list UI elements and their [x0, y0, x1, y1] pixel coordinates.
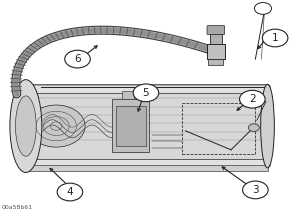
- FancyArrowPatch shape: [258, 40, 265, 49]
- Bar: [116, 106, 146, 146]
- Bar: [210, 34, 222, 44]
- Text: 5: 5: [143, 88, 149, 98]
- Circle shape: [254, 3, 271, 14]
- Text: 00a58b61: 00a58b61: [2, 205, 33, 210]
- Ellipse shape: [261, 84, 274, 168]
- Circle shape: [243, 181, 268, 199]
- Ellipse shape: [10, 80, 42, 173]
- Text: 3: 3: [252, 185, 259, 195]
- Bar: [24, 165, 268, 171]
- Circle shape: [262, 29, 288, 47]
- Text: 6: 6: [74, 54, 81, 64]
- Circle shape: [57, 183, 83, 201]
- Ellipse shape: [16, 96, 36, 156]
- FancyBboxPatch shape: [207, 26, 225, 35]
- FancyArrowPatch shape: [50, 168, 68, 185]
- Bar: [112, 99, 149, 152]
- Text: 1: 1: [272, 33, 278, 43]
- Text: 2: 2: [249, 94, 256, 104]
- Bar: [208, 59, 223, 65]
- Bar: [207, 44, 225, 59]
- Bar: [122, 91, 134, 99]
- FancyArrowPatch shape: [138, 100, 142, 111]
- FancyArrowPatch shape: [237, 104, 244, 110]
- Bar: [182, 103, 255, 154]
- FancyArrowPatch shape: [86, 46, 97, 55]
- Circle shape: [248, 124, 259, 131]
- Bar: [35, 93, 263, 159]
- FancyArrowPatch shape: [222, 167, 247, 184]
- Ellipse shape: [27, 105, 85, 147]
- Circle shape: [240, 90, 265, 108]
- FancyBboxPatch shape: [28, 85, 270, 167]
- Circle shape: [65, 50, 90, 68]
- Text: 4: 4: [67, 187, 73, 197]
- Circle shape: [133, 84, 159, 102]
